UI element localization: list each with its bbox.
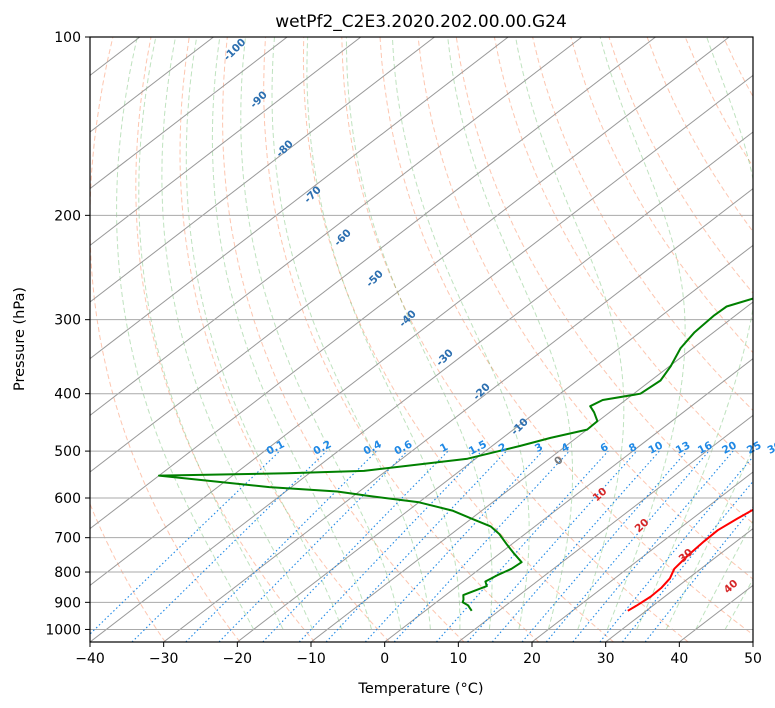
moist-adiabat-line <box>211 37 372 630</box>
isotherm-line <box>90 74 753 586</box>
dry-adiabat-line <box>302 37 614 642</box>
mixing-ratio-line <box>131 450 327 642</box>
moist-adiabat-line <box>391 37 530 630</box>
y-tick-label: 700 <box>54 531 81 547</box>
moist-adiabat-line <box>240 37 402 630</box>
dry-adiabat-line <box>263 37 540 642</box>
mixing-ratio-line <box>298 450 483 642</box>
x-tick-label: 40 <box>670 651 688 667</box>
chart-title: wetPf2_C2E3.2020.202.00.00.G24 <box>275 12 567 32</box>
isotherm-line <box>531 471 753 642</box>
moist-adiabat-line <box>271 37 431 630</box>
isotherm-line <box>90 37 656 473</box>
x-tick-label: 50 <box>744 651 762 667</box>
dry-adiabat-line <box>222 37 465 642</box>
mixing-ratio-line <box>262 450 449 642</box>
x-tick-label: 20 <box>523 651 541 667</box>
y-tick-label: 800 <box>54 565 81 581</box>
dry-adiabat-line <box>90 37 241 642</box>
isotherm-line <box>237 244 753 642</box>
plot-frame <box>89 36 754 643</box>
x-axis-label: Temperature (°C) <box>357 681 483 697</box>
isotherm-line <box>90 37 509 360</box>
mixing-ratio-line <box>572 450 734 642</box>
x-tick-label: −20 <box>223 651 253 667</box>
mixing-ratio-label: 30 <box>766 439 775 456</box>
profile-line <box>627 508 753 612</box>
isotherm-line <box>0 37 66 642</box>
moist-adiabat-line <box>345 37 493 630</box>
isotherm-line <box>605 528 753 642</box>
y-tick-label: 400 <box>54 387 81 403</box>
dry-adiabat-line <box>532 37 753 412</box>
y-tick-label: 300 <box>54 313 81 329</box>
isotherm-line <box>90 37 730 530</box>
profile-line <box>158 297 753 612</box>
isotherm-line <box>384 358 753 642</box>
isotherm-line <box>90 37 362 246</box>
dry-adiabat-line <box>762 37 775 642</box>
x-tick-label: −10 <box>296 651 326 667</box>
isotherm-line <box>90 37 288 190</box>
background-lines <box>90 37 775 642</box>
isotherm-line <box>310 301 753 642</box>
moist-adiabat-line <box>138 37 284 630</box>
moist-adiabat-line <box>306 37 461 630</box>
y-axis-label: Pressure (hPa) <box>12 287 28 391</box>
profile-lines <box>158 297 753 612</box>
plot-background <box>90 37 753 642</box>
mixing-ratio-line <box>435 450 609 642</box>
mixing-ratio-line <box>545 450 710 642</box>
dry-adiabat-line <box>135 37 316 642</box>
dry-adiabat-line <box>493 37 753 468</box>
x-tick-label: −40 <box>75 651 105 667</box>
mixing-ratio-line <box>218 450 408 642</box>
grid-lines <box>0 37 753 642</box>
y-axis-ticks: 100 200 300 400 500 600 700 800 900 1000 <box>45 30 90 638</box>
y-tick-label: 200 <box>54 208 81 224</box>
mixing-ratio-line <box>621 480 753 642</box>
isotherm-line <box>752 641 753 642</box>
isotherm-line <box>458 414 753 642</box>
moist-adiabat-line <box>185 37 343 630</box>
x-tick-label: −30 <box>149 651 179 667</box>
y-tick-label: 100 <box>54 30 81 46</box>
dry-adiabat-line <box>455 37 753 524</box>
y-tick-label: 500 <box>54 444 81 460</box>
dry-adiabat-line <box>341 37 689 642</box>
y-tick-label: 900 <box>54 595 81 611</box>
moist-adiabat-line <box>161 37 314 630</box>
mixing-ratio-line <box>90 450 281 635</box>
moist-adiabat-line <box>599 37 686 630</box>
mixing-ratio-line <box>599 455 753 642</box>
isotherm-line <box>163 188 753 642</box>
mixing-ratio-line <box>364 450 544 642</box>
mixing-ratio-line <box>185 450 377 642</box>
dry-adiabat-line <box>608 37 753 294</box>
moist-adiabat-line <box>447 37 573 630</box>
x-tick-label: 0 <box>380 651 389 667</box>
y-tick-label: 1000 <box>45 622 81 638</box>
isotherm-line <box>90 131 753 642</box>
x-tick-label: 10 <box>449 651 467 667</box>
dry-adiabat-line <box>417 37 753 580</box>
isotherm-line <box>90 37 435 303</box>
moist-adiabat-line <box>116 37 255 630</box>
mixing-ratio-lines <box>90 450 753 642</box>
x-tick-label: 30 <box>597 651 615 667</box>
moist-adiabat-line <box>515 37 625 630</box>
mixing-ratio-line <box>325 450 507 642</box>
x-axis-ticks: −40 −30 −20 −10 0 10 20 30 40 50 <box>75 642 762 667</box>
moist-adiabat-line <box>665 447 753 630</box>
dry-adiabat-line <box>90 502 166 642</box>
isotherm-line <box>90 37 583 416</box>
mixing-ratio-line <box>467 450 638 642</box>
y-tick-label: 600 <box>54 491 81 507</box>
